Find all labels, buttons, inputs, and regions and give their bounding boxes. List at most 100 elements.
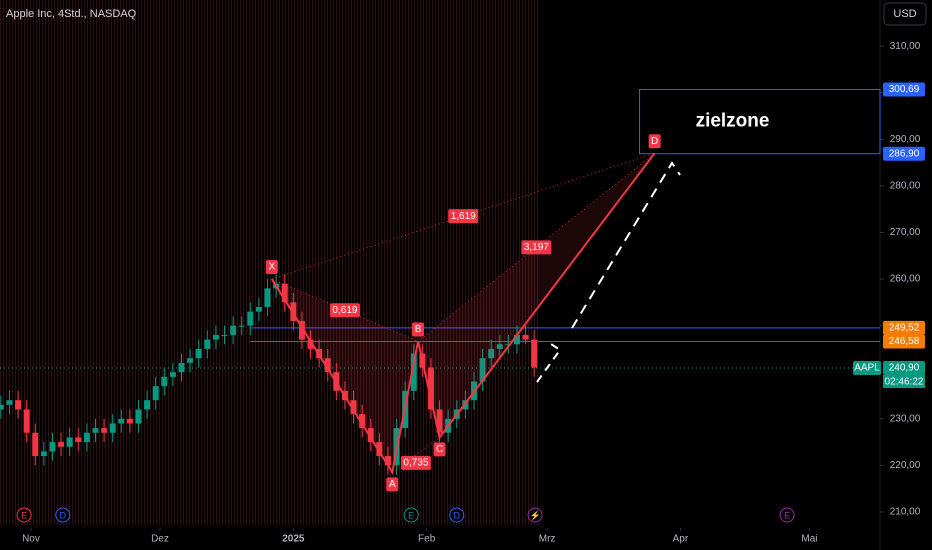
pattern-point-label: A bbox=[389, 479, 396, 490]
event-label: D bbox=[60, 510, 67, 520]
projection-arrow bbox=[571, 161, 681, 329]
price-tag-label: 286,90 bbox=[889, 148, 920, 159]
candle-body bbox=[40, 451, 47, 457]
target-zone bbox=[639, 88, 881, 155]
candle-body bbox=[488, 348, 495, 359]
price-tag bbox=[883, 320, 925, 335]
candle-body bbox=[359, 414, 366, 429]
y-tick-label: 270,00 bbox=[890, 227, 921, 238]
symbol-tag bbox=[853, 361, 881, 376]
candle-body bbox=[92, 428, 99, 433]
candle-body bbox=[367, 428, 374, 443]
candle-body bbox=[436, 409, 443, 433]
symbol: AAPL bbox=[854, 363, 880, 374]
y-tick-label: 310,00 bbox=[890, 41, 921, 52]
pattern-point-label: D bbox=[651, 136, 658, 147]
candle-body bbox=[49, 442, 56, 452]
candle-body bbox=[290, 302, 297, 321]
candle-body bbox=[221, 334, 228, 336]
pattern-point-box bbox=[648, 134, 661, 149]
candle-body bbox=[350, 400, 357, 415]
price-tag-label: 300,69 bbox=[889, 84, 920, 95]
candle-body bbox=[376, 442, 383, 457]
ratio-box bbox=[448, 209, 479, 224]
ratio-label: 1,619 bbox=[451, 211, 476, 222]
y-tick-label: 290,00 bbox=[890, 134, 921, 145]
candle-body bbox=[384, 456, 391, 466]
countdown: 02:46:22 bbox=[885, 377, 924, 388]
ratio-box bbox=[329, 303, 360, 318]
currency: USD bbox=[893, 8, 916, 20]
candle-body bbox=[75, 437, 82, 443]
candle-body bbox=[410, 353, 417, 391]
candle-body bbox=[264, 288, 271, 307]
pattern-point-label: X bbox=[268, 262, 275, 273]
x-tick-label: 2025 bbox=[282, 534, 305, 545]
projection-arrow bbox=[536, 343, 562, 383]
candle-body bbox=[531, 339, 538, 368]
event-marker bbox=[779, 507, 795, 523]
y-tick-label: 220,00 bbox=[890, 460, 921, 471]
price-tag-label: 246,58 bbox=[889, 336, 920, 347]
candle-body bbox=[144, 400, 151, 410]
candle-body bbox=[281, 283, 288, 303]
candle-body bbox=[427, 367, 434, 410]
x-tick-label: Apr bbox=[673, 534, 689, 545]
candle-body bbox=[522, 334, 529, 340]
pattern-fill bbox=[418, 153, 655, 438]
ratio-label: 3,197 bbox=[524, 242, 549, 253]
pattern-point-box bbox=[265, 260, 278, 275]
candle-body bbox=[230, 325, 237, 335]
candle-body bbox=[255, 306, 262, 312]
pattern-fill bbox=[271, 279, 419, 473]
candle-body bbox=[169, 372, 176, 377]
pattern-point-label: C bbox=[436, 444, 443, 455]
x-tick-label: Dez bbox=[151, 534, 169, 545]
event-marker bbox=[16, 507, 32, 523]
currency-button[interactable] bbox=[883, 2, 927, 26]
candle-body bbox=[101, 428, 108, 433]
candle-body bbox=[126, 418, 133, 424]
candle-body bbox=[204, 339, 211, 349]
pattern-point-label: B bbox=[415, 324, 422, 335]
ratio-box bbox=[400, 455, 431, 470]
event-marker bbox=[449, 507, 465, 523]
zone-label: zielzone bbox=[696, 111, 770, 132]
price-tag bbox=[883, 146, 925, 161]
candle-body bbox=[83, 432, 90, 443]
y-tick-label: 260,00 bbox=[890, 274, 921, 285]
candle-body bbox=[23, 409, 30, 433]
x-tick-label: Feb bbox=[418, 534, 436, 545]
pattern-point-box bbox=[433, 442, 446, 457]
event-marker bbox=[403, 507, 419, 523]
price-tag bbox=[883, 361, 925, 376]
candle-body bbox=[496, 344, 503, 349]
y-tick-label: 280,00 bbox=[890, 181, 921, 192]
candle-body bbox=[0, 404, 4, 410]
price-tag-label: 249,52 bbox=[889, 322, 920, 333]
candle-body bbox=[118, 418, 125, 424]
candle-body bbox=[109, 423, 116, 433]
ratio-label: 0,735 bbox=[403, 458, 428, 469]
price-tag bbox=[883, 82, 925, 97]
chart-title: Apple Inc, 4Std., NASDAQ bbox=[6, 8, 137, 20]
candle-body bbox=[513, 334, 520, 345]
event-marker bbox=[55, 507, 71, 523]
candle-body bbox=[195, 348, 202, 359]
candle-body bbox=[238, 325, 245, 327]
event-label: ⚡ bbox=[529, 509, 540, 521]
candle-body bbox=[6, 400, 13, 405]
event-label: D bbox=[454, 510, 461, 520]
event-label: E bbox=[21, 510, 27, 520]
ratio-box bbox=[521, 240, 552, 255]
y-tick-label: 210,00 bbox=[890, 507, 921, 518]
y-tick-label: 230,00 bbox=[890, 413, 921, 424]
price-tag bbox=[883, 334, 925, 349]
candle-body bbox=[32, 432, 39, 457]
candle-body bbox=[178, 362, 185, 373]
price-tag-label: 240,90 bbox=[889, 363, 920, 374]
candle-body bbox=[161, 376, 168, 387]
candle-body bbox=[505, 344, 512, 346]
